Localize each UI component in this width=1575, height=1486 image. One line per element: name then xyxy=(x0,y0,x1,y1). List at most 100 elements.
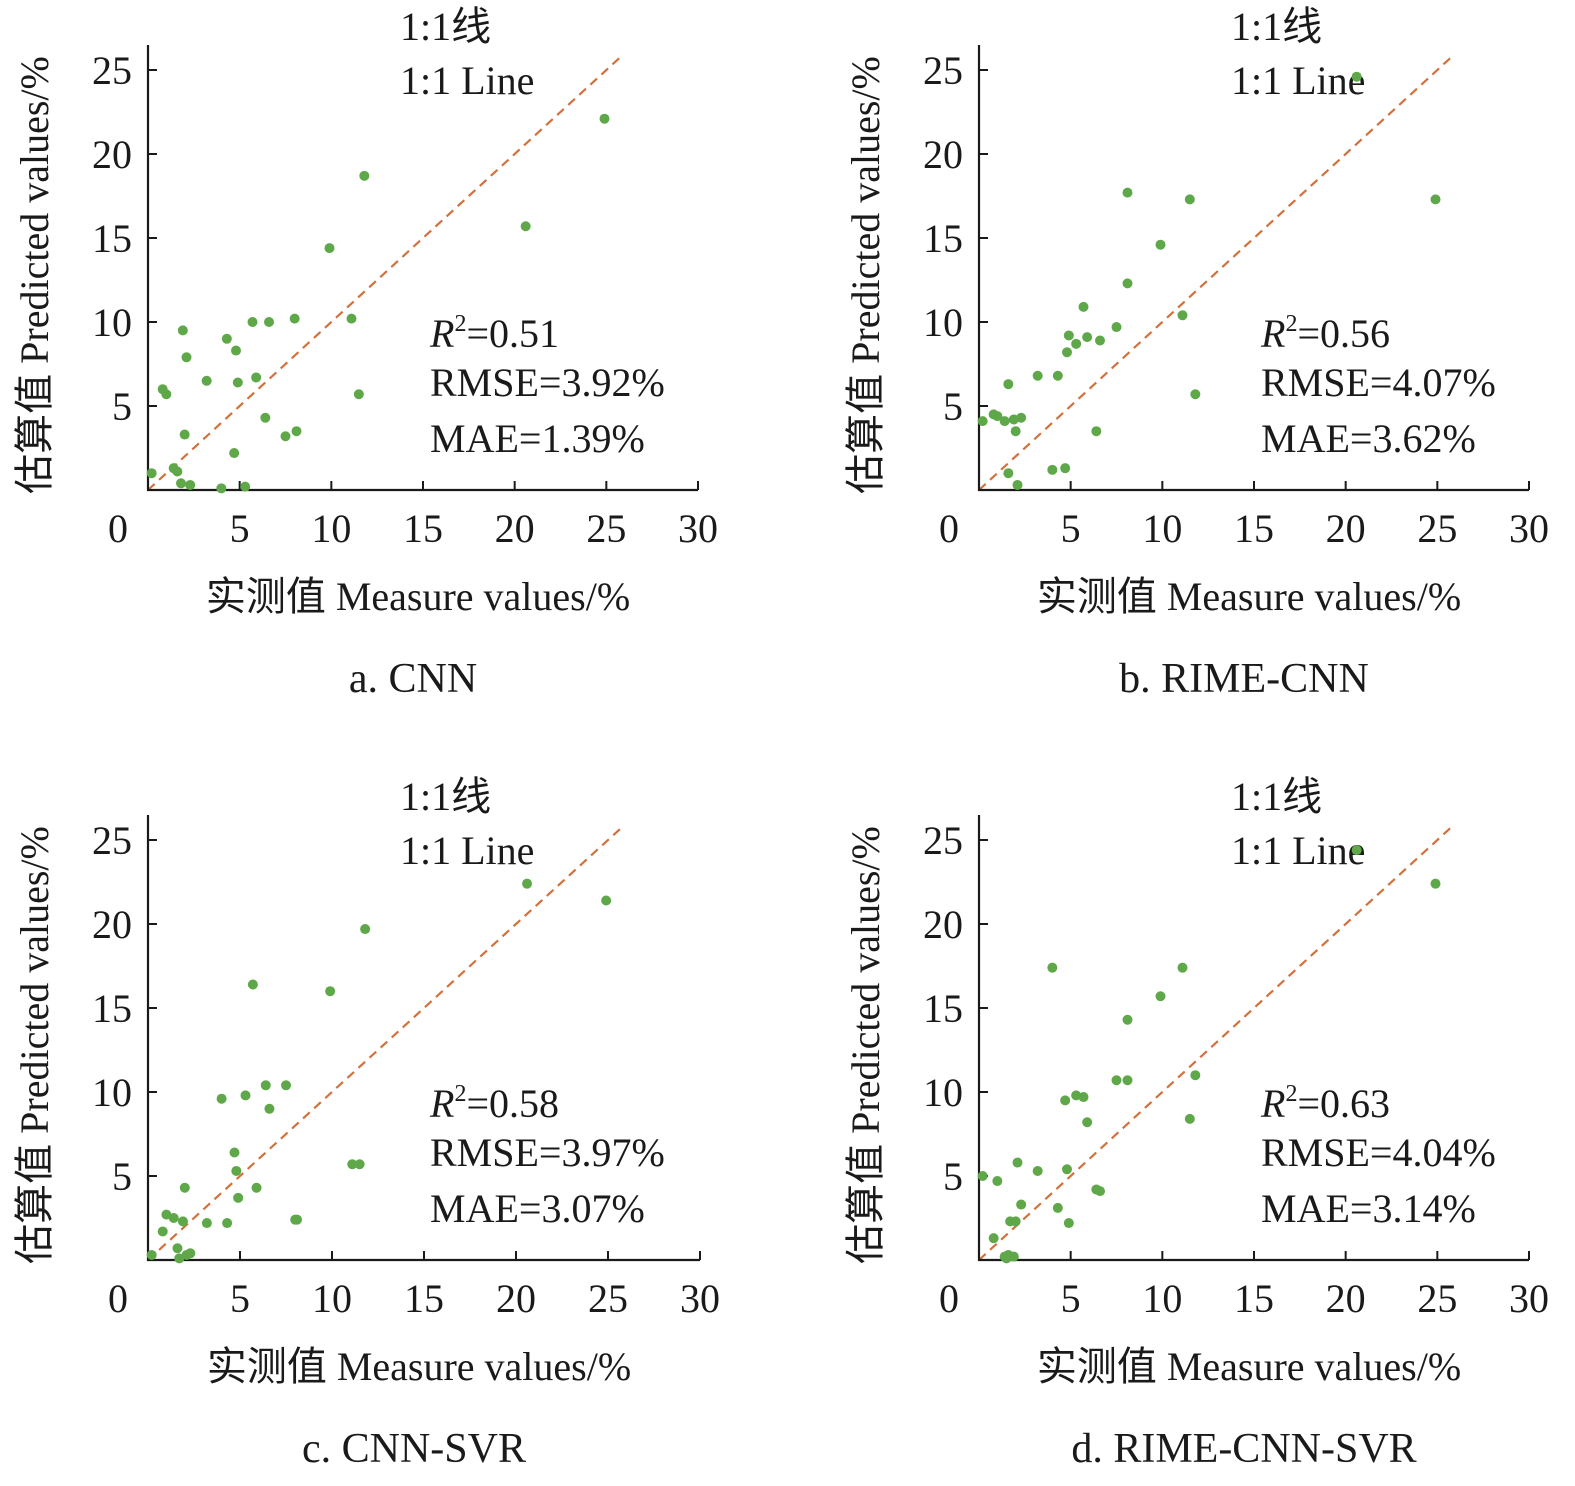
data-point xyxy=(1063,330,1074,341)
ref-line-label-zh: 1:1线 xyxy=(1231,4,1322,49)
y-tick-label: 15 xyxy=(92,216,132,261)
data-point xyxy=(522,878,533,889)
y-tick-label: 20 xyxy=(923,132,963,177)
data-point xyxy=(977,416,988,427)
data-point xyxy=(289,313,300,324)
metric-r2: R2=0.56 xyxy=(1260,311,1390,356)
y-tick-label: 10 xyxy=(923,1070,963,1115)
x-tick-label: 15 xyxy=(1234,1276,1274,1321)
x-tick-label: 0 xyxy=(108,1276,128,1321)
data-point xyxy=(177,325,188,336)
data-point xyxy=(1078,301,1089,312)
data-point xyxy=(216,483,227,494)
ref-line-1to1 xyxy=(147,54,624,491)
x-axis-label: 实测值 Measure values/% xyxy=(207,1344,631,1389)
metric-mae: MAE=3.07% xyxy=(430,1186,645,1231)
data-point xyxy=(1016,412,1027,423)
metric-mae: MAE=3.62% xyxy=(1261,416,1476,461)
ref-line-1to1 xyxy=(978,824,1455,1261)
ref-line-label-zh: 1:1线 xyxy=(400,4,491,49)
panel-caption: c. CNN-SVR xyxy=(302,1426,526,1472)
data-point xyxy=(157,1226,168,1237)
y-tick-label: 20 xyxy=(923,902,963,947)
data-point xyxy=(1047,962,1058,973)
data-point xyxy=(1010,426,1021,437)
panel-caption: b. RIME-CNN xyxy=(1119,656,1369,702)
x-axis-label: 实测值 Measure values/% xyxy=(206,574,630,619)
data-point xyxy=(1155,239,1166,250)
y-axis-label: 估算值 Predicted values/% xyxy=(12,56,57,494)
y-tick-label: 10 xyxy=(923,300,963,345)
x-axis-label: 实测值 Measure values/% xyxy=(1037,574,1461,619)
data-point xyxy=(251,1182,262,1193)
data-point xyxy=(1122,1014,1133,1025)
x-tick-label: 15 xyxy=(1234,506,1274,551)
data-point xyxy=(1062,347,1072,358)
data-point xyxy=(1430,878,1441,889)
data-point xyxy=(240,481,251,492)
data-point xyxy=(1060,463,1071,474)
data-point xyxy=(216,1093,227,1104)
data-point xyxy=(324,243,335,254)
metric-r2: R2=0.63 xyxy=(1260,1081,1390,1126)
x-axis-label: 实测值 Measure values/% xyxy=(1037,1344,1461,1389)
data-point xyxy=(359,170,370,181)
chart-panel-4: 0 5 10 15 20 25 30 5 10 15 20 25 实测值 Measure values/… xyxy=(843,774,1549,1472)
y-tick-label: 5 xyxy=(112,384,132,429)
data-point xyxy=(247,979,258,990)
data-point xyxy=(146,1249,157,1260)
data-point xyxy=(1111,1075,1122,1086)
data-point xyxy=(1190,1070,1201,1081)
x-tick-label: 25 xyxy=(586,506,626,551)
data-point xyxy=(1095,1186,1105,1197)
data-point xyxy=(264,1103,275,1114)
data-point xyxy=(1095,335,1105,346)
data-point xyxy=(172,1243,183,1254)
data-point xyxy=(1082,332,1093,343)
data-point xyxy=(1351,71,1362,82)
data-point xyxy=(988,1233,999,1244)
data-point xyxy=(354,1159,365,1170)
data-point xyxy=(1012,1157,1023,1168)
x-tick-label: 30 xyxy=(1509,1276,1549,1321)
data-point xyxy=(201,375,212,386)
data-point xyxy=(1008,1251,1019,1262)
data-point xyxy=(280,431,291,442)
y-tick-label: 15 xyxy=(92,986,132,1031)
y-tick-label: 5 xyxy=(943,384,963,429)
data-point xyxy=(1184,194,1195,205)
data-point xyxy=(599,113,610,124)
data-point xyxy=(1351,845,1362,856)
x-tick-label: 10 xyxy=(312,1276,352,1321)
data-point xyxy=(1032,370,1043,381)
x-tick-label: 20 xyxy=(495,506,535,551)
data-point xyxy=(185,479,196,490)
data-point xyxy=(231,1165,242,1176)
data-point xyxy=(247,317,258,327)
y-tick-label: 20 xyxy=(92,902,132,947)
data-point xyxy=(179,429,190,440)
data-point xyxy=(1430,194,1441,205)
x-tick-label: 0 xyxy=(108,506,128,551)
x-tick-label: 25 xyxy=(1417,506,1457,551)
data-point xyxy=(1016,1199,1027,1210)
data-point xyxy=(185,1248,196,1259)
x-tick-label: 0 xyxy=(939,1276,959,1321)
panel-caption: a. CNN xyxy=(349,656,477,702)
data-point xyxy=(221,333,232,344)
data-point xyxy=(992,411,1003,422)
data-point xyxy=(977,1171,988,1181)
x-tick-label: 5 xyxy=(1061,506,1081,551)
metric-rmse: RMSE=4.07% xyxy=(1261,360,1496,405)
x-tick-label: 10 xyxy=(1142,506,1182,551)
y-tick-label: 25 xyxy=(92,818,132,863)
data-point xyxy=(1122,1075,1133,1086)
chart-panel-3: 0 5 10 15 20 25 30 5 10 15 20 25 实测值 Measure values/… xyxy=(12,774,720,1472)
x-tick-label: 30 xyxy=(680,1276,720,1321)
ref-line-label-en: 1:1 Line xyxy=(400,58,534,103)
y-tick-label: 15 xyxy=(923,986,963,1031)
data-point xyxy=(1078,1092,1089,1103)
data-point xyxy=(1190,389,1201,400)
data-point xyxy=(260,412,271,423)
y-tick-label: 5 xyxy=(112,1154,132,1199)
